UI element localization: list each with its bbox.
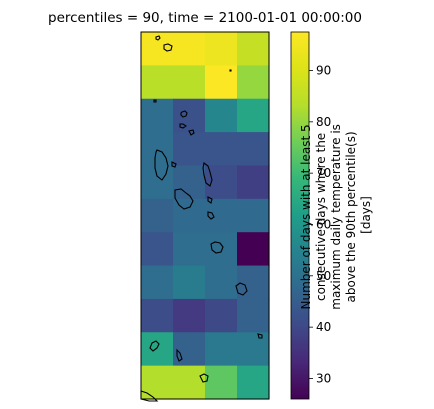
heatmap-cell <box>141 65 174 100</box>
heatmap-cell <box>173 265 206 300</box>
heatmap-cell <box>205 98 238 133</box>
heatmap-cell <box>237 298 270 333</box>
heatmap-cell <box>237 198 270 233</box>
heatmap-cell <box>173 298 206 333</box>
heatmap-cell <box>173 232 206 267</box>
colorbar-gradient <box>290 31 310 400</box>
colorbar-tick-label: 60 <box>316 217 331 231</box>
heatmap-cell <box>205 165 238 200</box>
heatmap-cell <box>237 32 270 66</box>
heatmap-plot <box>141 32 270 400</box>
chart-title: percentiles = 90, time = 2100-01-01 00:0… <box>48 10 362 26</box>
heatmap-cell <box>237 365 270 400</box>
coastline-island <box>179 123 187 129</box>
coastline-island <box>199 373 209 383</box>
colorbar-label-line: maximum daily temperature is <box>329 124 343 310</box>
heatmap-cell <box>205 298 238 333</box>
colorbar-tick-label: 70 <box>316 166 331 180</box>
coastline-island <box>229 69 232 72</box>
heatmap-cell <box>141 165 174 200</box>
coastline-island <box>155 35 161 41</box>
heatmap-cell <box>205 232 238 267</box>
heatmap-cell <box>237 265 270 300</box>
colorbar-label-line: [days] <box>359 196 373 234</box>
heatmap-cell <box>237 65 270 100</box>
heatmap-cell <box>237 132 270 167</box>
colorbar-ticks: 30 40 50 60 70 80 90 <box>309 64 331 385</box>
heatmap-cell <box>205 265 238 300</box>
heatmap-cell <box>237 98 270 133</box>
coastline-island <box>235 282 248 296</box>
coastline-island <box>188 129 195 136</box>
heatmap-cell <box>173 365 206 400</box>
coastline-island <box>153 99 157 103</box>
heatmap-cell <box>141 298 174 333</box>
coastline-island <box>176 348 183 362</box>
coastline-island <box>202 162 213 187</box>
colorbar-tick-label: 30 <box>316 371 331 385</box>
colorbar-tick-label: 40 <box>316 320 331 334</box>
heatmap-cell <box>141 265 174 300</box>
heatmap-cell <box>205 198 238 233</box>
coastline-island <box>180 110 188 118</box>
heatmap-cell <box>205 65 238 100</box>
coastline-island <box>171 161 177 168</box>
heatmap-cell <box>205 32 238 66</box>
coastline-island <box>207 196 213 204</box>
coastline-island <box>207 211 215 220</box>
heatmap-cell <box>237 165 270 200</box>
colorbar-tick-label: 90 <box>316 64 331 78</box>
colorbar-label: Number of days with at least 5 consecuti… <box>299 120 373 310</box>
colorbar-label-line: above the 90th percentile(s) <box>344 131 358 302</box>
colorbar: 30 40 50 60 70 80 90 Number of days with at le… <box>290 31 373 400</box>
coastline-island <box>257 333 263 339</box>
heatmap-cell <box>205 132 238 167</box>
heatmap-cell <box>141 98 174 133</box>
heatmap-cell <box>141 332 174 367</box>
coastline-island <box>149 340 160 352</box>
colorbar-tick-label: 80 <box>316 115 331 129</box>
heatmap-cell <box>141 132 174 167</box>
heatmap-cell <box>173 165 206 200</box>
heatmap-cell <box>141 232 174 267</box>
heatmap-cell <box>173 65 206 100</box>
colorbar-label-line: consecutive days where the <box>314 133 328 301</box>
colorbar-label-line: Number of days with at least 5 <box>299 124 313 309</box>
coastline-island <box>210 241 224 254</box>
coastline-island <box>163 43 173 52</box>
heatmap-cell <box>173 98 206 133</box>
heatmap-cell <box>205 365 238 400</box>
heatmap-cell <box>205 332 238 367</box>
plot-frame <box>140 31 270 400</box>
coastline-outlines <box>140 35 263 402</box>
coastline-island <box>174 188 194 210</box>
heatmap-cell <box>141 198 174 233</box>
heatmap-cell <box>173 32 206 66</box>
coastline-island <box>154 149 169 181</box>
heatmap-cell <box>237 332 270 367</box>
heatmap-cell <box>237 232 270 267</box>
heatmap-cell <box>141 365 174 400</box>
heatmap-cell <box>173 332 206 367</box>
heatmap-cell <box>141 32 174 66</box>
heatmap-cell <box>173 132 206 167</box>
colorbar-tick-label: 50 <box>316 269 331 283</box>
